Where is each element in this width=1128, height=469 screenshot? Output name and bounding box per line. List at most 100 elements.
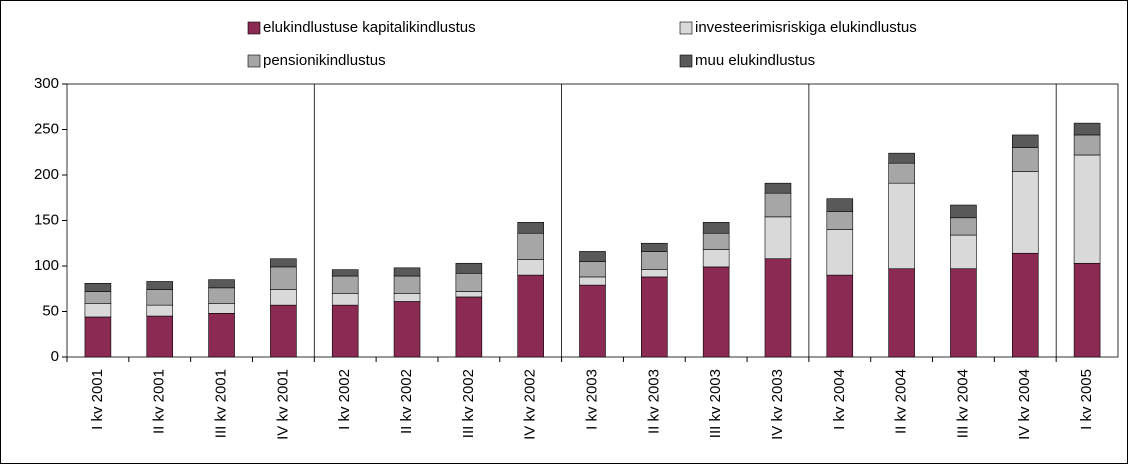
bar-segment: [455, 272, 483, 292]
bar-segment: [579, 284, 606, 358]
legend-swatch: [679, 54, 693, 68]
bar-segment: [641, 242, 668, 252]
bar-segment: [208, 279, 235, 289]
legend-label: pensionikindlustus: [263, 52, 386, 69]
bar-segment: [1073, 262, 1101, 358]
bar-segment: [702, 232, 730, 250]
bar-segment: [826, 274, 854, 358]
x-tick-label: IV kv 2001: [274, 369, 291, 440]
bar-segment: [950, 204, 977, 219]
bar-segment: [393, 275, 421, 294]
bar-segment: [1073, 134, 1101, 156]
bar-segment: [1073, 122, 1101, 136]
x-tick-label: I kv 2001: [89, 369, 106, 430]
legend-label: muu elukindlustus: [695, 52, 815, 69]
bar-segment: [641, 269, 668, 278]
y-tick-label: 0: [51, 348, 59, 365]
bar-segment: [208, 313, 235, 358]
bar-segment: [888, 268, 915, 358]
bar-segment: [393, 301, 421, 358]
bar-segment: [1073, 154, 1101, 264]
bar-segment: [146, 289, 174, 306]
bar-segment: [1011, 171, 1039, 254]
y-tick-label: 250: [34, 120, 59, 137]
y-tick-label: 200: [34, 166, 59, 183]
bar-segment: [331, 292, 359, 306]
bar-segment: [208, 287, 235, 304]
bar-segment: [826, 211, 854, 230]
bar-segment: [579, 276, 606, 286]
bar-segment: [702, 266, 730, 358]
x-tick-label: I kv 2005: [1078, 369, 1095, 430]
bar-segment: [517, 232, 544, 260]
bar-segment: [888, 152, 915, 164]
bar-segment: [270, 304, 297, 358]
bar-segment: [208, 303, 235, 314]
bar-segment: [764, 258, 792, 358]
bar-segment: [950, 234, 977, 270]
bar-segment: [517, 274, 544, 358]
bar-segment: [270, 258, 297, 268]
bar-segment: [888, 162, 915, 184]
bar-segment: [331, 304, 359, 358]
bar-segment: [641, 251, 668, 270]
bar-segment: [826, 198, 854, 212]
bar-segment: [331, 269, 359, 277]
bar-segment: [331, 275, 359, 294]
bar-segment: [702, 222, 730, 234]
bar-segment: [1011, 134, 1039, 149]
bar-segment: [579, 251, 606, 262]
bar-segment: [517, 222, 544, 234]
bar-segment: [84, 291, 112, 304]
legend-swatch: [247, 54, 261, 68]
x-tick-label: III kv 2001: [213, 369, 230, 438]
bar-segment: [950, 217, 977, 236]
bar-segment: [393, 292, 421, 302]
x-tick-label: II kv 2004: [893, 369, 910, 434]
x-tick-label: II kv 2003: [645, 369, 662, 434]
legend-label: elukindlustuse kapitalikindlustus: [263, 19, 476, 36]
x-tick-label: I kv 2003: [583, 369, 600, 430]
y-tick-label: 150: [34, 211, 59, 228]
bar-segment: [84, 282, 112, 292]
x-tick-label: II kv 2002: [398, 369, 415, 434]
bar-segment: [455, 262, 483, 274]
bar-segment: [270, 289, 297, 306]
x-tick-label: II kv 2001: [151, 369, 168, 434]
y-tick-label: 300: [34, 75, 59, 92]
bar-segment: [764, 182, 792, 194]
bar-segment: [641, 276, 668, 358]
bar-segment: [455, 296, 483, 358]
bar-segment: [146, 315, 174, 358]
bar-segment: [84, 316, 112, 358]
x-tick-label: I kv 2004: [831, 369, 848, 430]
legend-swatch: [247, 21, 261, 35]
bar-segment: [702, 249, 730, 268]
x-tick-label: IV kv 2004: [1016, 369, 1033, 440]
x-tick-label: IV kv 2002: [522, 369, 539, 440]
bar-segment: [146, 281, 174, 290]
legend-swatch: [679, 21, 693, 35]
bar-segment: [1011, 147, 1039, 172]
x-tick-label: III kv 2004: [954, 369, 971, 438]
bar-segment: [455, 291, 483, 298]
x-tick-label: I kv 2002: [336, 369, 353, 430]
bar-segment: [146, 304, 174, 317]
bar-segment: [270, 266, 297, 290]
bar-segment: [888, 182, 915, 270]
y-tick-label: 100: [34, 257, 59, 274]
x-tick-label: III kv 2003: [707, 369, 724, 438]
bar-segment: [517, 259, 544, 276]
bar-segment: [393, 267, 421, 277]
x-tick-label: IV kv 2003: [769, 369, 786, 440]
bar-segment: [764, 192, 792, 218]
y-tick-label: 50: [42, 302, 59, 319]
bar-segment: [950, 268, 977, 358]
bar-segment: [579, 261, 606, 278]
x-tick-label: III kv 2002: [460, 369, 477, 438]
bar-segment: [84, 303, 112, 318]
legend-label: investeerimisriskiga elukindlustus: [695, 19, 917, 36]
bar-segment: [826, 229, 854, 276]
